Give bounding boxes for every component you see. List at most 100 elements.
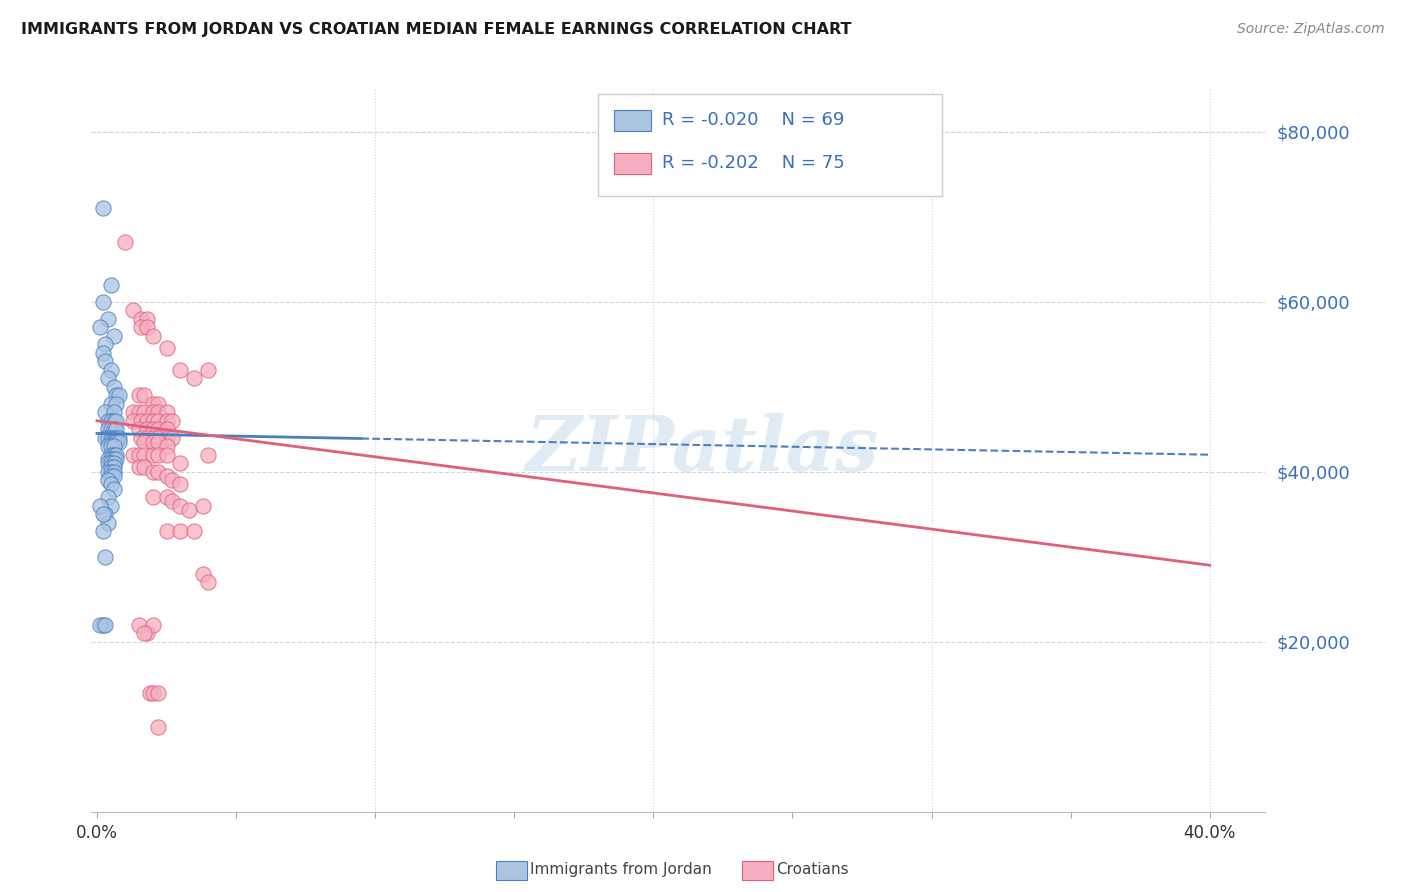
Point <box>155 524 177 539</box>
Point <box>142 431 165 445</box>
Point <box>100 439 122 453</box>
Text: R = -0.020    N = 69: R = -0.020 N = 69 <box>662 112 845 129</box>
Point <box>108 388 131 402</box>
Text: ZIPatlas: ZIPatlas <box>526 414 879 487</box>
Point <box>128 460 150 475</box>
Text: R = -0.202    N = 75: R = -0.202 N = 75 <box>662 154 845 172</box>
Point <box>191 566 214 581</box>
Point <box>97 456 120 470</box>
Point <box>169 362 191 376</box>
Point <box>146 422 169 436</box>
Point <box>97 452 120 467</box>
Point <box>146 414 169 428</box>
Point <box>146 686 169 700</box>
Point <box>105 414 128 428</box>
Point <box>103 448 125 462</box>
Point <box>169 524 191 539</box>
Point <box>142 686 165 700</box>
Point <box>136 414 159 428</box>
Point <box>100 414 122 428</box>
Point <box>146 431 169 445</box>
Point <box>89 499 111 513</box>
Point <box>160 494 183 508</box>
Point <box>146 720 169 734</box>
Point <box>142 405 165 419</box>
Point <box>94 549 117 564</box>
Text: Source: ZipAtlas.com: Source: ZipAtlas.com <box>1237 22 1385 37</box>
Point <box>103 431 125 445</box>
Point <box>97 465 120 479</box>
Point <box>105 448 128 462</box>
Point <box>103 465 125 479</box>
Point <box>197 362 219 376</box>
Point <box>160 431 183 445</box>
Point <box>105 431 128 445</box>
Point <box>136 422 159 436</box>
Point <box>94 354 117 368</box>
Point <box>122 303 145 318</box>
Point <box>146 434 169 449</box>
Point <box>136 311 159 326</box>
Point <box>128 405 150 419</box>
Point <box>142 397 165 411</box>
Point <box>100 434 122 449</box>
Point <box>131 431 153 445</box>
Point <box>134 388 156 402</box>
Point <box>103 460 125 475</box>
Point <box>160 473 183 487</box>
Point <box>155 342 177 356</box>
Point <box>142 617 165 632</box>
Point <box>136 320 159 334</box>
Point <box>134 405 156 419</box>
Point <box>155 469 177 483</box>
Point <box>183 371 205 385</box>
Point <box>105 397 128 411</box>
Point <box>97 516 120 530</box>
Point <box>146 397 169 411</box>
Point <box>197 448 219 462</box>
Point <box>97 414 120 428</box>
Point <box>103 380 125 394</box>
Point <box>103 439 125 453</box>
Point <box>142 414 165 428</box>
Point <box>100 469 122 483</box>
Point <box>100 362 122 376</box>
Point <box>197 575 219 590</box>
Point <box>114 235 136 250</box>
Point <box>94 431 117 445</box>
Point <box>128 617 150 632</box>
Point <box>134 434 156 449</box>
Point <box>100 397 122 411</box>
Point <box>155 414 177 428</box>
Point <box>97 439 120 453</box>
Point <box>169 499 191 513</box>
Point <box>122 448 145 462</box>
Point <box>103 422 125 436</box>
Point <box>100 456 122 470</box>
Point <box>122 405 145 419</box>
Point <box>103 328 125 343</box>
Point <box>122 414 145 428</box>
Point <box>94 507 117 521</box>
Point <box>155 448 177 462</box>
Point <box>97 473 120 487</box>
Point <box>128 448 150 462</box>
Point <box>100 452 122 467</box>
Point <box>103 414 125 428</box>
Point <box>94 617 117 632</box>
Point <box>105 452 128 467</box>
Point <box>108 431 131 445</box>
Point <box>89 617 111 632</box>
Point <box>100 460 122 475</box>
Point <box>131 320 153 334</box>
Point <box>142 448 165 462</box>
Point <box>105 422 128 436</box>
Point <box>177 503 200 517</box>
Point <box>103 434 125 449</box>
Text: IMMIGRANTS FROM JORDAN VS CROATIAN MEDIAN FEMALE EARNINGS CORRELATION CHART: IMMIGRANTS FROM JORDAN VS CROATIAN MEDIA… <box>21 22 852 37</box>
Point <box>183 524 205 539</box>
Point <box>169 456 191 470</box>
Point <box>97 311 120 326</box>
Point <box>103 456 125 470</box>
Point <box>169 477 191 491</box>
